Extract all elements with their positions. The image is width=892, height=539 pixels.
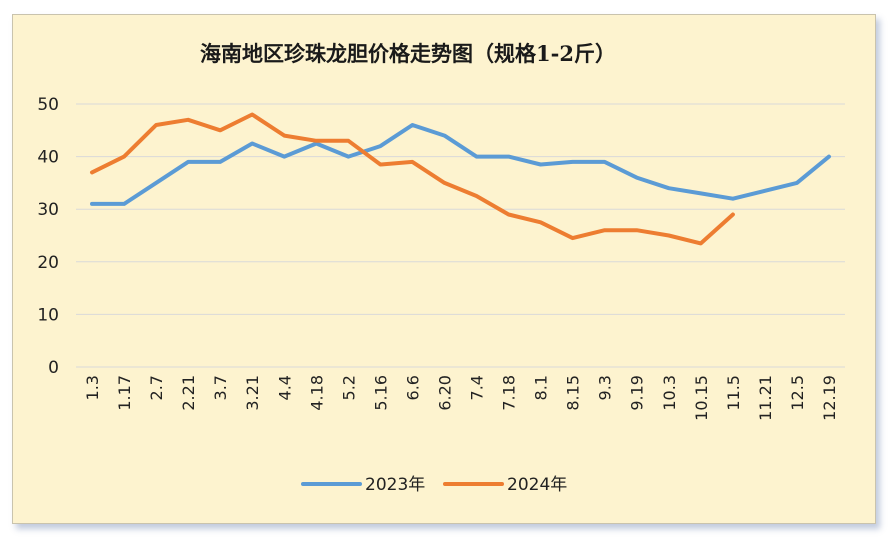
x-tick-label: 9.19 — [628, 375, 647, 411]
x-tick-label: 10.15 — [692, 375, 711, 421]
x-tick-label: 1.3 — [83, 375, 102, 400]
y-axis-ticks: 0 10 20 30 40 50 — [37, 95, 59, 378]
gridlines — [76, 103, 845, 368]
chart-title: 海南地区珍珠龙胆价格走势图（规格1-2斤） — [200, 41, 616, 66]
y-tick-label: 50 — [37, 95, 59, 115]
x-tick-label: 3.7 — [211, 375, 230, 400]
y-tick-label: 20 — [37, 253, 59, 273]
legend-label: 2024年 — [507, 475, 567, 495]
legend-label: 2023年 — [365, 475, 425, 495]
line-chart: 海南地区珍珠龙胆价格走势图（规格1-2斤） 0 10 20 30 40 50 1.3 1.1… — [37, 41, 845, 495]
x-tick-label: 10.3 — [660, 375, 679, 411]
legend: 2023年 2024年 — [301, 475, 567, 495]
x-tick-label: 7.18 — [500, 375, 519, 411]
x-tick-label: 7.4 — [468, 375, 487, 400]
x-tick-label: 8.1 — [532, 375, 551, 400]
y-tick-label: 0 — [48, 358, 59, 378]
series-lines — [90, 112, 831, 246]
y-tick-label: 10 — [37, 305, 59, 325]
series-line-0 — [90, 123, 831, 206]
x-tick-label: 6.6 — [403, 375, 422, 400]
y-tick-label: 30 — [37, 200, 59, 220]
x-tick-label: 5.2 — [339, 375, 358, 400]
x-tick-label: 6.20 — [435, 375, 454, 411]
x-tick-label: 11.5 — [724, 375, 743, 411]
x-tick-label: 8.15 — [564, 375, 583, 411]
x-tick-label: 2.21 — [179, 375, 198, 411]
chart-frame: 海南地区珍珠龙胆价格走势图（规格1-2斤） 0 10 20 30 40 50 1.3 1.1… — [12, 14, 876, 524]
x-axis-ticks: 1.3 1.17 2.7 2.21 3.7 3.21 4.4 4.18 5.2 5.16 6.6 6.… — [83, 375, 839, 421]
x-tick-label: 4.4 — [275, 375, 294, 400]
x-tick-label: 4.18 — [307, 375, 326, 411]
y-tick-label: 40 — [37, 148, 59, 168]
x-tick-label: 11.21 — [756, 375, 775, 421]
x-tick-label: 5.16 — [371, 375, 390, 411]
x-tick-label: 12.5 — [788, 375, 807, 411]
x-tick-label: 1.17 — [115, 375, 134, 411]
x-tick-label: 9.3 — [596, 375, 615, 400]
x-tick-label: 2.7 — [147, 375, 166, 400]
x-tick-label: 3.21 — [243, 375, 262, 411]
x-tick-label: 12.19 — [820, 375, 839, 421]
